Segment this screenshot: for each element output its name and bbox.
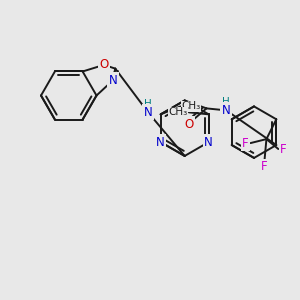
Text: CH₃: CH₃ (182, 101, 201, 111)
Text: F: F (261, 160, 268, 173)
Text: F: F (280, 142, 286, 155)
Text: N: N (144, 106, 152, 119)
Text: N: N (109, 74, 117, 87)
Text: N: N (156, 136, 165, 148)
Text: O: O (184, 118, 193, 131)
Text: F: F (242, 136, 249, 150)
Text: N: N (222, 104, 231, 117)
Text: H: H (144, 99, 152, 110)
Text: CH₃: CH₃ (169, 107, 188, 117)
Text: N: N (204, 136, 213, 148)
Text: H: H (222, 98, 230, 107)
Text: O: O (99, 58, 109, 71)
